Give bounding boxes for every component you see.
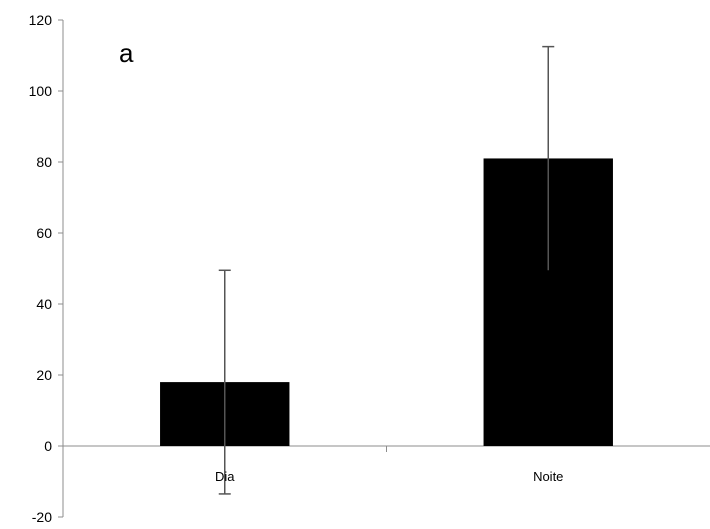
bars [160, 158, 613, 446]
y-tick-label: 120 [29, 12, 53, 28]
x-tick-label-noite: Noite [533, 469, 563, 484]
y-tick-label: 100 [29, 83, 53, 99]
x-tick-labels: Dia Noite [215, 469, 563, 484]
y-tick-label: -20 [32, 509, 52, 524]
error-bars [218, 45, 555, 495]
panel-label: a [119, 38, 134, 68]
y-tick-label: 20 [36, 367, 52, 383]
y-axis: -20 0 20 40 60 80 100 120 [29, 12, 64, 525]
y-tick-label: 80 [36, 154, 52, 170]
y-tick-label: 60 [36, 225, 52, 241]
x-axis [63, 445, 710, 452]
y-tick-label: 0 [44, 438, 52, 454]
y-tick-label: 40 [36, 296, 52, 312]
x-tick-label-dia: Dia [215, 469, 235, 484]
